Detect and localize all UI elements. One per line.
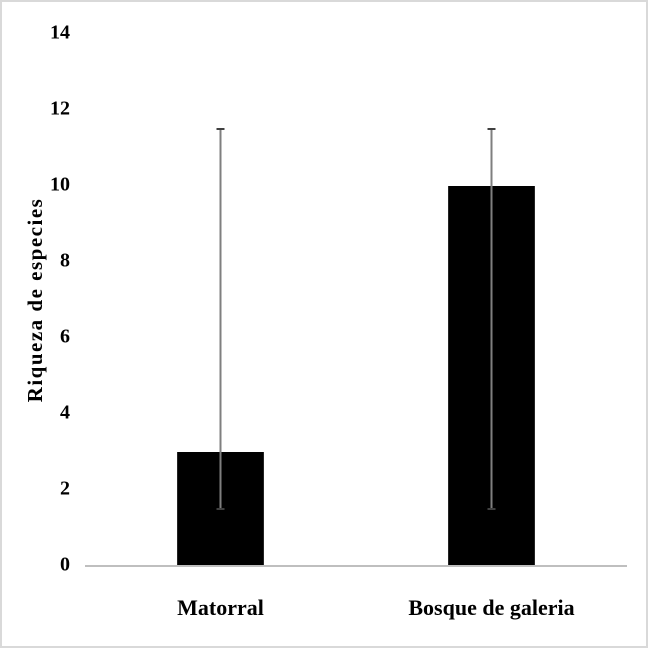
y-axis-label: Riqueza de especies <box>23 198 47 403</box>
y-tick-label: 6 <box>60 326 70 348</box>
y-tick-label: 0 <box>60 554 70 576</box>
x-tick-label: Bosque de galeria <box>408 595 574 620</box>
x-tick-label: Matorral <box>177 595 264 620</box>
y-tick-label: 10 <box>50 174 70 196</box>
y-tick-label: 14 <box>50 22 70 44</box>
y-tick-label: 8 <box>60 250 70 272</box>
y-tick-label: 12 <box>50 98 70 120</box>
y-tick-label: 4 <box>60 402 70 424</box>
y-tick-label: 2 <box>60 478 70 500</box>
